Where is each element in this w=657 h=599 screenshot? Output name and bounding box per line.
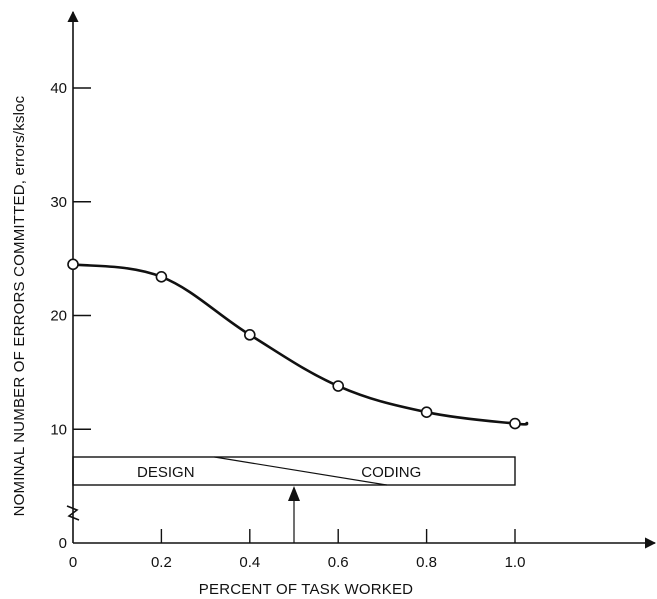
x-axis-title: PERCENT OF TASK WORKED [199, 581, 413, 598]
series-points [67, 258, 521, 430]
phase-label-coding: CODING [361, 464, 421, 481]
data-point [509, 417, 521, 430]
y-tick-label: 10 [50, 421, 67, 438]
phase-band: DESIGN CODING [72, 456, 516, 543]
phase-band-diagonal [214, 456, 387, 486]
x-tick-label: 0.6 [328, 554, 349, 571]
y-tick-label: 30 [50, 194, 67, 211]
x-tick-label: 1.0 [505, 554, 526, 571]
y-tick-label: 20 [50, 308, 67, 325]
x-tick-label: 0 [69, 554, 77, 571]
y-axis-break [66, 505, 80, 521]
y-tick-label: 40 [50, 80, 67, 97]
transition-marker-arrow [288, 486, 300, 501]
y-ticks: 0 10 20 30 40 [50, 80, 91, 552]
x-ticks: 0 0.2 0.4 0.6 0.8 1.0 [69, 529, 526, 571]
x-tick-label: 0.2 [151, 554, 172, 571]
series-line [71, 263, 529, 426]
data-point [420, 406, 433, 418]
data-point [155, 271, 168, 283]
x-tick-label: 0.8 [416, 554, 437, 571]
phase-band-box [72, 456, 516, 486]
data-point [332, 380, 345, 392]
phase-label-design: DESIGN [137, 464, 195, 481]
data-point [244, 329, 256, 341]
y-tick-label: 0 [59, 535, 67, 552]
x-tick-label: 0.4 [239, 554, 260, 571]
data-point [67, 258, 79, 271]
y-axis-title: NOMINAL NUMBER OF ERRORS COMMITTED, erro… [11, 95, 28, 516]
